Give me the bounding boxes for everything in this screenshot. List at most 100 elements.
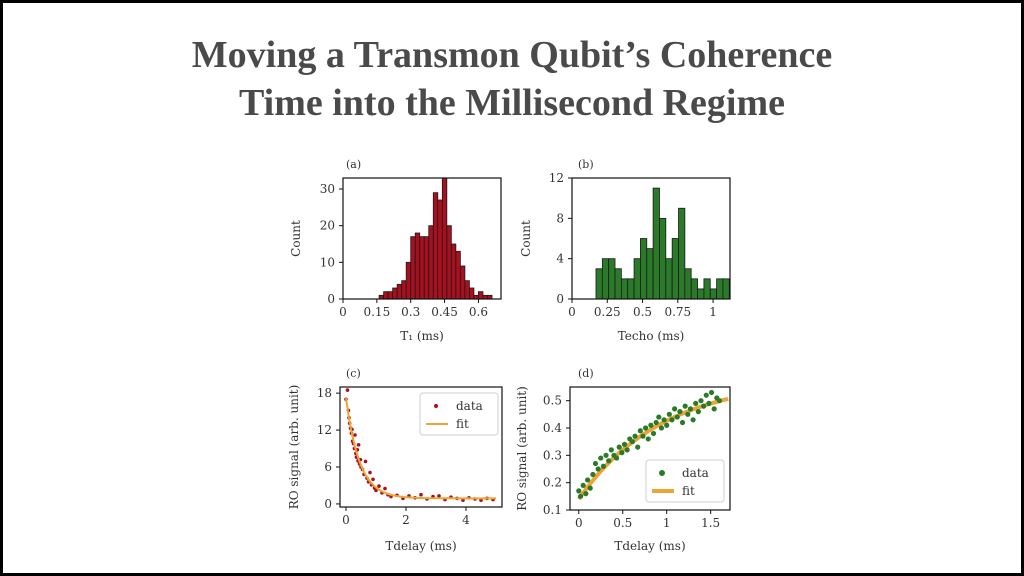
data-point — [587, 485, 593, 491]
histogram-bar — [468, 287, 475, 299]
data-point — [437, 494, 441, 498]
x-tick-label: 0.3 — [401, 305, 420, 319]
histogram-bar — [652, 187, 660, 299]
data-point — [682, 403, 688, 409]
data-point — [603, 452, 609, 458]
data-point — [629, 439, 636, 445]
data-layer — [576, 389, 729, 501]
data-point — [695, 409, 701, 415]
legend-fit-label: fit — [456, 417, 469, 431]
title-line-1: Moving a Transmon Qubit’s Coherence — [191, 34, 833, 76]
data-point — [621, 441, 628, 447]
data-point — [635, 444, 641, 450]
data-point — [690, 417, 696, 423]
histogram-bar — [601, 258, 610, 299]
data-point — [653, 419, 659, 426]
histogram-bar — [671, 238, 679, 299]
plot-frame — [339, 386, 503, 508]
data-point — [711, 406, 717, 412]
y-tick-label: 0 — [324, 497, 332, 511]
x-tick-label: 0 — [339, 305, 347, 319]
histogram-bar — [423, 236, 430, 299]
y-tick-label: 0 — [556, 292, 564, 306]
data-point — [648, 422, 654, 428]
histogram-bar — [401, 280, 407, 299]
histogram-bar — [414, 232, 421, 299]
data-point — [616, 444, 622, 450]
data-point — [693, 400, 699, 406]
legend: data fit — [419, 392, 499, 436]
data-point — [677, 409, 683, 415]
data-point — [368, 470, 372, 475]
data-point — [706, 400, 712, 406]
histogram-bar — [450, 243, 457, 299]
x-tick-label: 0.75 — [664, 305, 691, 319]
data-point — [374, 488, 378, 493]
data-point — [595, 466, 601, 472]
histogram-bar — [678, 207, 686, 299]
y-tick-label: 8 — [556, 211, 564, 225]
data-point — [669, 417, 675, 423]
legend: data fit — [645, 459, 725, 503]
data-point — [598, 455, 604, 461]
histogram-bar — [419, 236, 425, 299]
x-tick-label: 2 — [402, 513, 410, 527]
data-point — [590, 471, 596, 478]
histogram-bar — [432, 192, 439, 299]
chart-panel-4: (d) 0 0.5 1 1.5 0.1 0.2 0.3 0.4 0.5 Tdelay (ms) RO … — [515, 367, 731, 553]
panel-label: (d) — [578, 367, 594, 380]
histogram-bar — [455, 250, 461, 299]
data-point — [345, 388, 350, 392]
panel-label: (a) — [346, 158, 361, 171]
chart-panel-1: (a) 0 0.15 0.3 0.45 0.6 0 10 20 30 T₁ (ms) Count — [289, 158, 502, 343]
data-point — [637, 428, 643, 434]
histogram-bar — [464, 280, 470, 299]
data-point — [645, 436, 651, 442]
data-point — [701, 403, 707, 409]
x-axis-label: Tdelay (ms) — [614, 539, 685, 553]
legend-data-label: data — [456, 399, 483, 413]
histogram-bar — [659, 217, 667, 299]
histogram-bar — [441, 178, 448, 299]
histogram-bar — [383, 291, 389, 299]
y-axis-label: Count — [289, 220, 303, 257]
data-point — [371, 477, 375, 482]
data-point — [363, 459, 368, 464]
x-tick-label: 4 — [462, 513, 470, 527]
data-point — [577, 493, 584, 499]
data-point — [664, 422, 670, 428]
data-point — [672, 406, 678, 412]
data-point — [606, 458, 612, 464]
x-tick-label: 0.15 — [363, 305, 390, 319]
histogram-bar — [459, 265, 466, 299]
y-axis-label: Count — [519, 220, 533, 257]
data-point — [661, 417, 667, 423]
data-point — [383, 486, 387, 491]
data-point — [580, 482, 586, 488]
data-point — [674, 414, 680, 420]
histogram-bar — [620, 278, 629, 299]
y-tick-label: 0.2 — [543, 476, 562, 490]
data-point — [613, 455, 620, 461]
x-tick-label: 0 — [575, 516, 583, 530]
data-point — [650, 430, 657, 437]
y-tick-label: 20 — [320, 219, 335, 233]
histogram-bar — [709, 288, 717, 299]
data-point — [679, 419, 686, 426]
x-tick-label: 1.5 — [701, 516, 720, 530]
x-axis-label: Tdelay (ms) — [385, 539, 456, 553]
plot-frame — [571, 177, 731, 300]
data-point — [666, 411, 672, 417]
histogram-bar — [703, 278, 711, 299]
data-point — [658, 425, 665, 431]
data-point — [687, 406, 694, 412]
plot-frame — [342, 177, 502, 300]
data-point — [619, 450, 625, 456]
legend-data-marker — [434, 404, 438, 408]
y-tick-label: 12 — [549, 171, 564, 185]
histogram-bar — [387, 291, 394, 299]
histogram-bar — [405, 261, 412, 299]
histogram-bar — [722, 278, 730, 299]
chart-panel-3: (c) 0 2 4 0 6 12 18 Tdelay (ms) RO signal (arb. u… — [287, 367, 503, 553]
data-point — [698, 398, 704, 404]
